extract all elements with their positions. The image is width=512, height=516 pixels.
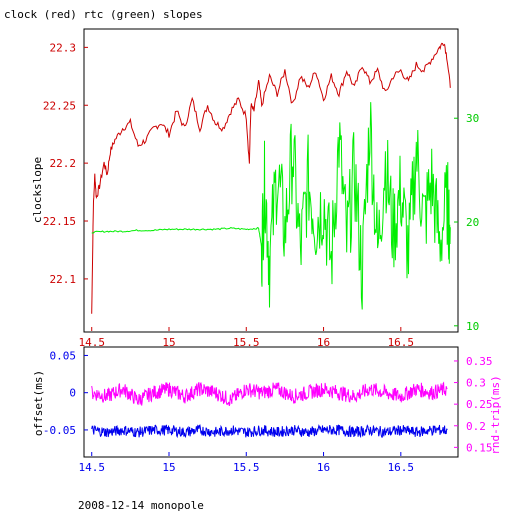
chart-title: clock (red) rtc (green) slopes (4, 8, 203, 21)
y-left-tick-label: 22.15 (43, 215, 76, 228)
y-left-tick-label: 22.3 (50, 41, 77, 54)
bottom-y-axis-label-left: offset(ms) (32, 370, 45, 436)
y-left-tick-label: -0.05 (43, 424, 76, 437)
x-tick-label: 14.5 (78, 336, 105, 349)
y-left-tick-label: 22.1 (50, 273, 77, 286)
x-tick-label: 15.5 (233, 336, 260, 349)
y-left-tick-label: 0 (69, 387, 76, 400)
bottom-plot-frame (83, 346, 459, 458)
rnd-trip-line (91, 381, 448, 407)
clock-slope-line (91, 42, 451, 314)
bottom-panel: 14.5 15 15.5 16 16.5 0.05 0 -0.05 0.35 0.3 0.25 0.2… (32, 346, 502, 474)
y-right-tick-label: 20 (466, 216, 479, 229)
y-right-tick-label: 10 (466, 320, 479, 333)
y-left-tick-label: 0.05 (50, 349, 77, 362)
y-right-tick-label: 30 (466, 112, 479, 125)
top-plot-frame (83, 28, 459, 333)
bottom-series-group (91, 381, 448, 439)
top-series-group (91, 42, 451, 314)
top-y-axis-label: clockslope (31, 157, 44, 223)
top-panel: 14.5 15 15.5 16 16.5 22.1 22.15 22.2 22.25 22.3 10… (31, 28, 479, 349)
x-tick-label: 16.5 (388, 336, 415, 349)
rtc-slope-line (91, 102, 451, 310)
x-tick-label: 15 (162, 336, 175, 349)
y-right-tick-label: 0.35 (466, 355, 493, 368)
y-right-tick-label: 0.25 (466, 398, 493, 411)
x-tick-label: 15 (162, 461, 175, 474)
bottom-y-axis-label-right: rnd-trip(ms) (489, 375, 502, 454)
x-tick-label: 16 (317, 461, 330, 474)
x-tick-label: 14.5 (78, 461, 105, 474)
y-right-tick-label: 0.2 (466, 420, 486, 433)
y-left-tick-label: 22.2 (50, 157, 77, 170)
footer-label: 2008-12-14 monopole (78, 499, 204, 512)
top-axes-group: 14.5 15 15.5 16 16.5 22.1 22.15 22.2 22.25 22.3 10… (43, 41, 479, 349)
x-tick-label: 16 (317, 336, 330, 349)
x-tick-label: 15.5 (233, 461, 260, 474)
y-right-tick-label: 0.3 (466, 377, 486, 390)
bottom-axes-group: 14.5 15 15.5 16 16.5 0.05 0 -0.05 0.35 0.3 0.25 0.2… (43, 349, 493, 474)
offset-line (91, 424, 448, 439)
x-tick-label: 16.5 (388, 461, 415, 474)
y-left-tick-label: 22.25 (43, 99, 76, 112)
y-right-tick-label: 0.15 (466, 441, 493, 454)
